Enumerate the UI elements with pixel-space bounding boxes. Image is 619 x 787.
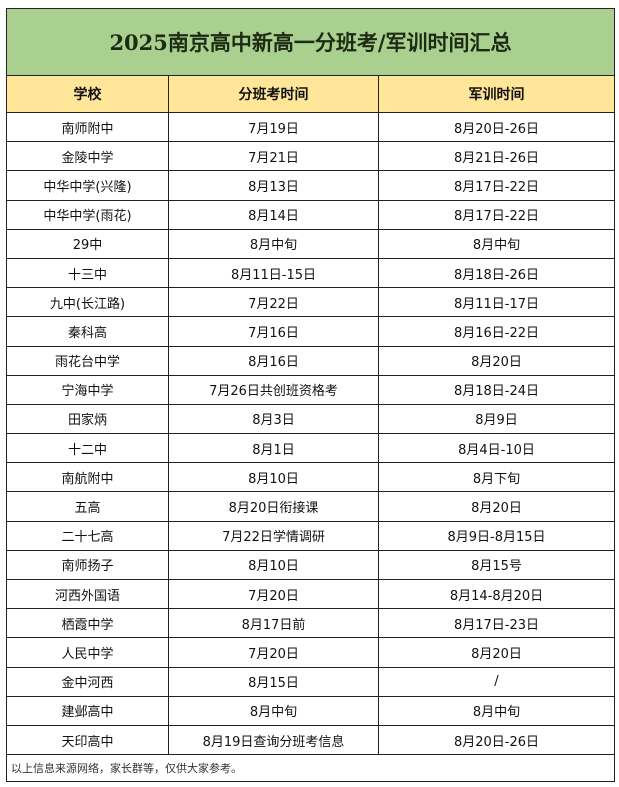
military-training-cell: 8月20日-26日: [378, 724, 615, 756]
military-training-cell: 8月14-8月20日: [378, 578, 615, 610]
header-placement-exam: 分班考时间: [168, 75, 379, 113]
table-row: 五高 8月20日衔接课 8月20日: [6, 491, 615, 522]
table-row: 南师扬子 8月10日 8月15号: [6, 549, 615, 581]
placement-exam-cell: 7月22日: [168, 287, 379, 318]
table-row: 南航附中 8月10日 8月下旬: [6, 462, 615, 493]
placement-exam-cell: 8月19日查询分班考信息: [168, 724, 379, 756]
placement-exam-cell: 8月1日: [168, 433, 379, 464]
military-training-cell: 8月21日-26日: [378, 141, 615, 172]
placement-exam-cell: 7月22日学情调研: [168, 520, 379, 551]
school-cell: 田家炳: [6, 403, 169, 435]
military-training-cell: 8月中旬: [378, 695, 615, 726]
table-row: 宁海中学 7月26日共创班资格考 8月18日-24日: [6, 374, 615, 405]
school-cell: 南师附中: [6, 111, 169, 143]
military-training-cell: 8月18日-26日: [378, 257, 615, 289]
table-row: 栖霞中学 8月17日前 8月17日-23日: [6, 608, 615, 639]
placement-exam-cell: 7月16日: [168, 316, 379, 347]
placement-exam-cell: 7月20日: [168, 637, 379, 668]
military-training-cell: 8月4日-10日: [378, 433, 615, 464]
school-cell: 雨花台中学: [6, 345, 169, 376]
military-training-cell: 8月20日: [378, 491, 615, 522]
table-row: 秦科高 7月16日 8月16日-22日: [6, 316, 615, 347]
school-cell: 二十七高: [6, 520, 169, 551]
table-row: 二十七高 7月22日学情调研 8月9日-8月15日: [6, 520, 615, 551]
military-training-cell: /: [378, 666, 615, 697]
placement-exam-cell: 8月14日: [168, 199, 379, 230]
placement-exam-cell: 8月13日: [168, 170, 379, 201]
placement-exam-cell: 8月20日衔接课: [168, 491, 379, 522]
placement-exam-cell: 8月11日-15日: [168, 257, 379, 289]
placement-exam-cell: 8月16日: [168, 345, 379, 376]
school-cell: 十三中: [6, 257, 169, 289]
placement-exam-cell: 7月21日: [168, 141, 379, 172]
school-cell: 秦科高: [6, 316, 169, 347]
footer-note: 以上信息来源网络，家长群等，仅供大家参考。: [6, 754, 615, 783]
school-cell: 天印高中: [6, 724, 169, 756]
school-cell: 南师扬子: [6, 549, 169, 581]
military-training-cell: 8月18日-24日: [378, 374, 615, 405]
military-training-cell: 8月9日: [378, 403, 615, 435]
placement-exam-cell: 8月3日: [168, 403, 379, 435]
table-row: 南师附中 7月19日 8月20日-26日: [6, 111, 615, 143]
school-cell: 人民中学: [6, 637, 169, 668]
school-cell: 金陵中学: [6, 141, 169, 172]
school-cell: 中华中学(兴隆): [6, 170, 169, 201]
school-cell: 建邺高中: [6, 695, 169, 726]
military-training-cell: 8月15号: [378, 549, 615, 581]
table-row: 雨花台中学 8月16日 8月20日: [6, 345, 615, 376]
school-cell: 河西外国语: [6, 578, 169, 610]
table-row: 田家炳 8月3日 8月9日: [6, 403, 615, 435]
military-training-cell: 8月20日: [378, 345, 615, 376]
military-training-cell: 8月中旬: [378, 228, 615, 259]
military-training-cell: 8月下旬: [378, 462, 615, 493]
table-row: 十二中 8月1日 8月4日-10日: [6, 433, 615, 464]
table-row: 河西外国语 7月20日 8月14-8月20日: [6, 578, 615, 610]
table-row: 金中河西 8月15日 /: [6, 666, 615, 697]
table-row: 九中(长江路) 7月22日 8月11日-17日: [6, 287, 615, 318]
military-training-cell: 8月17日-22日: [378, 170, 615, 201]
placement-exam-cell: 7月26日共创班资格考: [168, 374, 379, 405]
military-training-cell: 8月11日-17日: [378, 287, 615, 318]
school-cell: 中华中学(雨花): [6, 199, 169, 230]
schedule-table: 2025南京高中新高一分班考/军训时间汇总 学校 分班考时间 军训时间 南师附中…: [6, 8, 615, 783]
school-cell: 宁海中学: [6, 374, 169, 405]
table-row: 29中 8月中旬 8月中旬: [6, 228, 615, 259]
school-cell: 十二中: [6, 433, 169, 464]
table-row: 天印高中 8月19日查询分班考信息 8月20日-26日: [6, 724, 615, 756]
placement-exam-cell: 8月17日前: [168, 608, 379, 639]
table-row: 中华中学(雨花) 8月14日 8月17日-22日: [6, 199, 615, 230]
placement-exam-cell: 8月10日: [168, 549, 379, 581]
table-row: 建邺高中 8月中旬 8月中旬: [6, 695, 615, 726]
military-training-cell: 8月9日-8月15日: [378, 520, 615, 551]
military-training-cell: 8月16日-22日: [378, 316, 615, 347]
placement-exam-cell: 8月15日: [168, 666, 379, 697]
table-row: 十三中 8月11日-15日 8月18日-26日: [6, 257, 615, 289]
school-cell: 金中河西: [6, 666, 169, 697]
military-training-cell: 8月20日-26日: [378, 111, 615, 143]
military-training-cell: 8月17日-23日: [378, 608, 615, 639]
school-cell: 栖霞中学: [6, 608, 169, 639]
table-title: 2025南京高中新高一分班考/军训时间汇总: [6, 8, 615, 76]
placement-exam-cell: 8月中旬: [168, 228, 379, 259]
table-row: 中华中学(兴隆) 8月13日 8月17日-22日: [6, 170, 615, 201]
placement-exam-cell: 8月10日: [168, 462, 379, 493]
table-row: 人民中学 7月20日 8月20日: [6, 637, 615, 668]
school-cell: 五高: [6, 491, 169, 522]
placement-exam-cell: 7月20日: [168, 578, 379, 610]
header-military-training: 军训时间: [378, 75, 615, 113]
school-cell: 南航附中: [6, 462, 169, 493]
table-row: 金陵中学 7月21日 8月21日-26日: [6, 141, 615, 172]
school-cell: 九中(长江路): [6, 287, 169, 318]
school-cell: 29中: [6, 228, 169, 259]
placement-exam-cell: 7月19日: [168, 111, 379, 143]
military-training-cell: 8月17日-22日: [378, 199, 615, 230]
placement-exam-cell: 8月中旬: [168, 695, 379, 726]
military-training-cell: 8月20日: [378, 637, 615, 668]
header-school: 学校: [6, 75, 169, 113]
